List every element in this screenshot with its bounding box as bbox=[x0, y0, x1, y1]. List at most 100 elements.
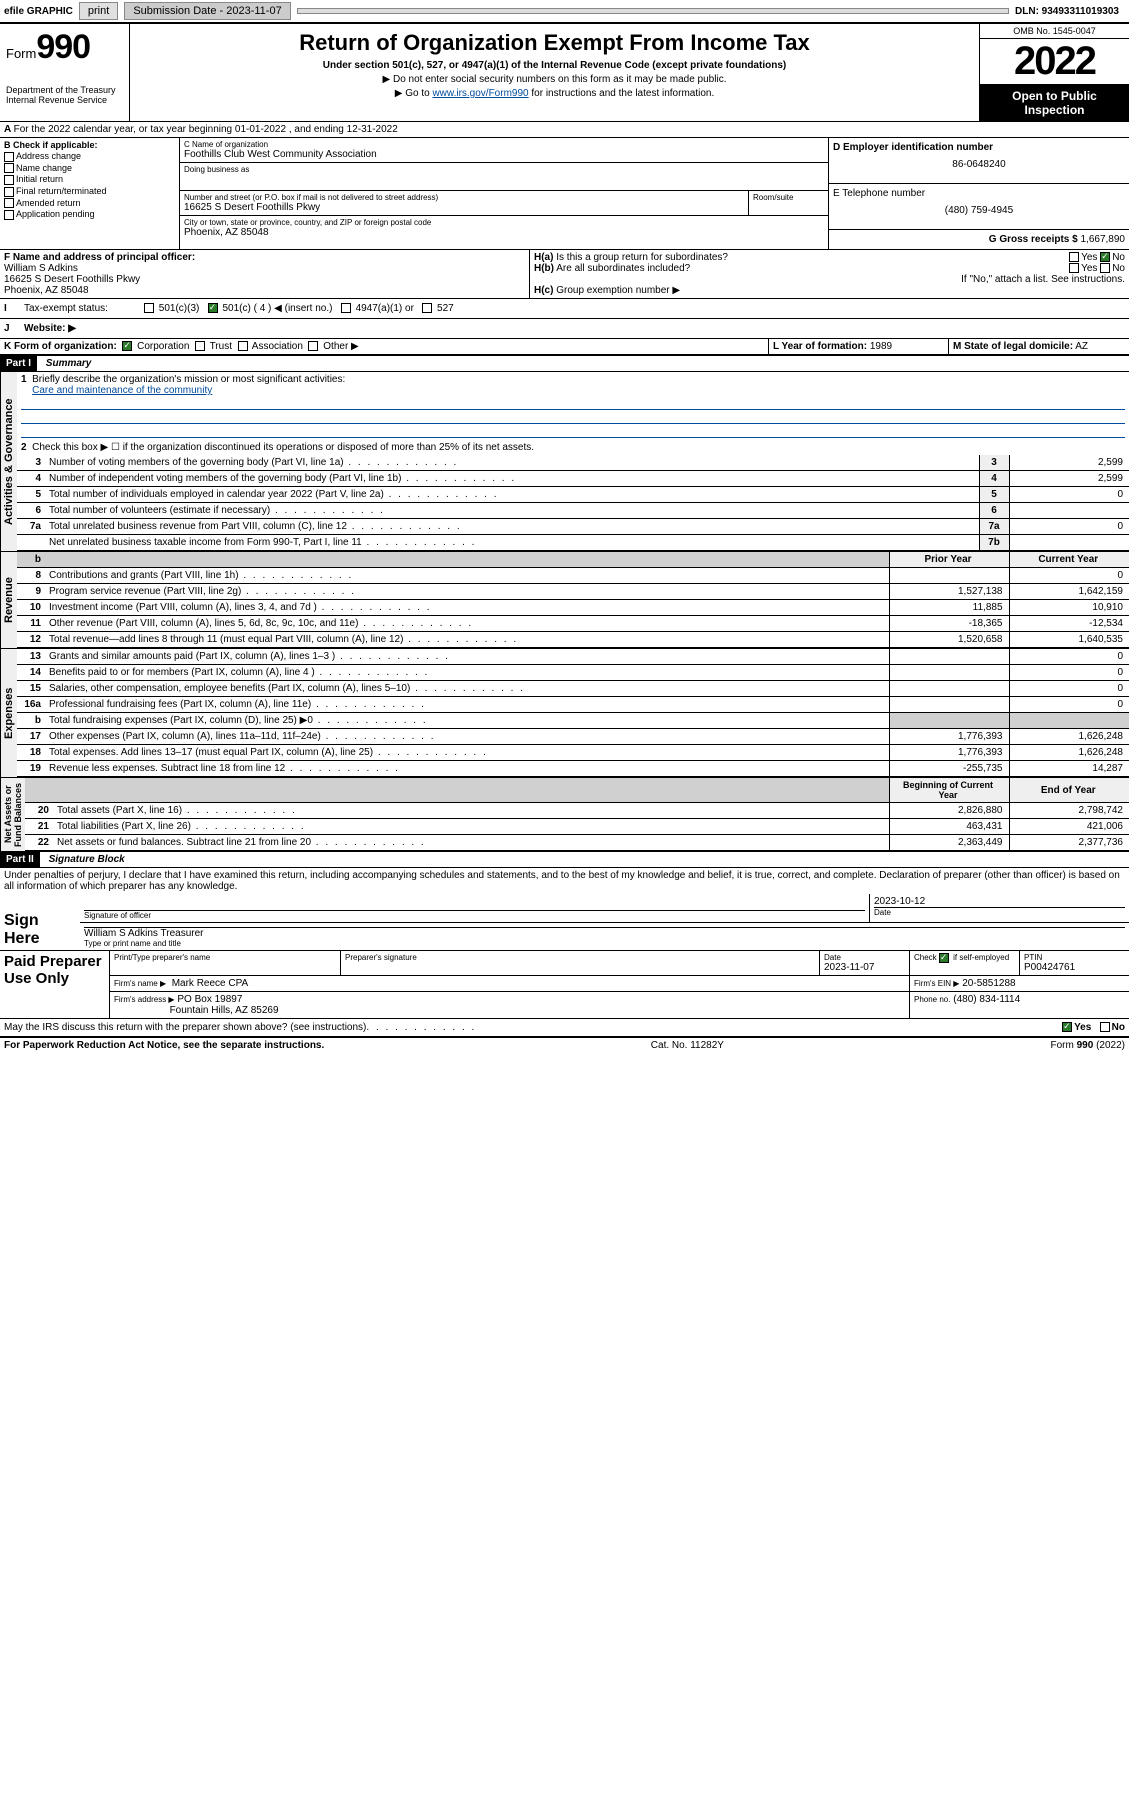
section-a-taxyear: A For the 2022 calendar year, or tax yea… bbox=[0, 122, 1129, 138]
table-row: 7aTotal unrelated business revenue from … bbox=[17, 519, 1129, 535]
org-name: Foothills Club West Community Associatio… bbox=[184, 149, 824, 160]
date-label: Date bbox=[874, 908, 1125, 917]
chk-501c[interactable] bbox=[208, 303, 218, 313]
city-label: City or town, state or province, country… bbox=[184, 218, 824, 227]
firm-addr2: Fountain Hills, AZ 85269 bbox=[170, 1005, 279, 1016]
tax-exempt-label: Tax-exempt status: bbox=[24, 303, 144, 314]
part1-body: Activities & Governance 1 Briefly descri… bbox=[0, 372, 1129, 551]
chk-other[interactable] bbox=[308, 341, 318, 351]
chk-name-change[interactable]: Name change bbox=[4, 163, 175, 174]
sig-officer-label: Signature of officer bbox=[84, 911, 865, 920]
tab-revenue: Revenue bbox=[0, 552, 17, 648]
table-row: 10Investment income (Part VIII, column (… bbox=[17, 600, 1129, 616]
discuss-question: May the IRS discuss this return with the… bbox=[4, 1022, 366, 1033]
part2-title: Signature Block bbox=[43, 854, 125, 865]
officer-printed: William S Adkins Treasurer bbox=[84, 928, 1125, 939]
tab-governance: Activities & Governance bbox=[0, 372, 17, 551]
table-row: 22Net assets or fund balances. Subtract … bbox=[25, 835, 1129, 851]
chk-address-change[interactable]: Address change bbox=[4, 151, 175, 162]
page-footer: For Paperwork Reduction Act Notice, see … bbox=[0, 1037, 1129, 1053]
dba-label: Doing business as bbox=[184, 165, 824, 174]
sign-here-block: Sign Here Signature of officer 2023-10-1… bbox=[0, 894, 1129, 951]
h-a: H(a) Is this a group return for subordin… bbox=[534, 252, 1125, 263]
table-row: 16aProfessional fundraising fees (Part I… bbox=[17, 697, 1129, 713]
part1-header: Part I bbox=[0, 356, 37, 371]
chk-amended[interactable]: Amended return bbox=[4, 198, 175, 209]
officer-addr2: Phoenix, AZ 85048 bbox=[4, 285, 89, 296]
table-row: 18Total expenses. Add lines 13–17 (must … bbox=[17, 745, 1129, 761]
chk-527[interactable] bbox=[422, 303, 432, 313]
table-row: 9Program service revenue (Part VIII, lin… bbox=[17, 584, 1129, 600]
ha-no[interactable] bbox=[1100, 252, 1110, 262]
chk-trust[interactable] bbox=[195, 341, 205, 351]
prep-sig-label: Preparer's signature bbox=[340, 951, 819, 975]
table-row: 17Other expenses (Part IX, column (A), l… bbox=[17, 729, 1129, 745]
chk-initial-return[interactable]: Initial return bbox=[4, 174, 175, 185]
ha-yes[interactable] bbox=[1069, 252, 1079, 262]
paid-preparer-block: Paid Preparer Use Only Print/Type prepar… bbox=[0, 951, 1129, 1019]
k-label: K Form of organization: bbox=[4, 341, 117, 352]
table-row: 19Revenue less expenses. Subtract line 1… bbox=[17, 761, 1129, 777]
f-label: F Name and address of principal officer: bbox=[4, 252, 195, 263]
addr-label: Number and street (or P.O. box if mail i… bbox=[184, 193, 744, 202]
top-bar: efile GRAPHIC print Submission Date - 20… bbox=[0, 0, 1129, 24]
firm-ein: 20-5851288 bbox=[962, 978, 1015, 989]
website-label: Website: ▶ bbox=[24, 323, 76, 334]
revenue-table: b Prior Year Current Year 8Contributions… bbox=[17, 552, 1129, 648]
form-header: Form990 Department of the Treasury Inter… bbox=[0, 24, 1129, 122]
discuss-yes[interactable] bbox=[1062, 1022, 1072, 1032]
table-row: bTotal fundraising expenses (Part IX, co… bbox=[17, 713, 1129, 729]
chk-assoc[interactable] bbox=[238, 341, 248, 351]
table-row: 3Number of voting members of the governi… bbox=[17, 455, 1129, 471]
chk-4947[interactable] bbox=[341, 303, 351, 313]
self-emp: Check if self-employed bbox=[909, 951, 1019, 975]
chk-app-pending[interactable]: Application pending bbox=[4, 209, 175, 220]
q2-label: Check this box ▶ ☐ if the organization d… bbox=[32, 442, 534, 453]
gross-value: 1,667,890 bbox=[1081, 234, 1126, 245]
q1-answer: Care and maintenance of the community bbox=[32, 385, 212, 396]
form990-link[interactable]: www.irs.gov/Form990 bbox=[432, 88, 528, 99]
officer-group-block: F Name and address of principal officer:… bbox=[0, 250, 1129, 299]
org-city: Phoenix, AZ 85048 bbox=[184, 227, 824, 238]
chk-final-return[interactable]: Final return/terminated bbox=[4, 186, 175, 197]
sign-here-label: Sign Here bbox=[0, 894, 80, 950]
sig-date: 2023-10-12 bbox=[874, 896, 1125, 907]
department: Department of the Treasury Internal Reve… bbox=[6, 85, 123, 105]
hb-yes[interactable] bbox=[1069, 263, 1079, 273]
cat-no: Cat. No. 11282Y bbox=[651, 1040, 724, 1051]
org-address: 16625 S Desert Foothills Pkwy bbox=[184, 202, 744, 213]
table-row: 12Total revenue—add lines 8 through 11 (… bbox=[17, 632, 1129, 648]
c-name-label: C Name of organization bbox=[184, 140, 824, 149]
table-row: 4Number of independent voting members of… bbox=[17, 471, 1129, 487]
section-b: B Check if applicable: Address change Na… bbox=[0, 138, 180, 249]
spacer bbox=[297, 8, 1009, 14]
officer-name: William S Adkins bbox=[4, 263, 78, 274]
room-label: Room/suite bbox=[753, 193, 824, 202]
chk-501c3[interactable] bbox=[144, 303, 154, 313]
k-l-m-row: K Form of organization: Corporation Trus… bbox=[0, 339, 1129, 355]
form-number: Form990 bbox=[6, 28, 123, 67]
print-button[interactable]: print bbox=[79, 2, 118, 20]
netassets-table: Beginning of Current Year End of Year 20… bbox=[25, 778, 1129, 851]
dln: DLN: 93493311019303 bbox=[1015, 6, 1119, 17]
hb-no[interactable] bbox=[1100, 263, 1110, 273]
discuss-no[interactable] bbox=[1100, 1022, 1110, 1032]
year-formation: 1989 bbox=[870, 341, 892, 352]
table-row: 8Contributions and grants (Part VIII, li… bbox=[17, 568, 1129, 584]
table-row: 11Other revenue (Part VIII, column (A), … bbox=[17, 616, 1129, 632]
pra-notice: For Paperwork Reduction Act Notice, see … bbox=[4, 1040, 324, 1051]
tax-year: 2022 bbox=[980, 39, 1129, 85]
org-info-block: B Check if applicable: Address change Na… bbox=[0, 138, 1129, 250]
hb-note: If "No," attach a list. See instructions… bbox=[534, 274, 1125, 285]
omb-number: OMB No. 1545-0047 bbox=[980, 24, 1129, 39]
prep-date: 2023-11-07 bbox=[824, 962, 905, 973]
ptin: P00424761 bbox=[1024, 962, 1125, 973]
table-row: 13Grants and similar amounts paid (Part … bbox=[17, 649, 1129, 665]
open-inspection: Open to Public Inspection bbox=[980, 85, 1129, 121]
h-c: H(c) Group exemption number ▶ bbox=[534, 285, 1125, 296]
h-b: H(b) Are all subordinates included? Yes … bbox=[534, 263, 1125, 274]
chk-corp[interactable] bbox=[122, 341, 132, 351]
table-row: Net unrelated business taxable income fr… bbox=[17, 535, 1129, 551]
chk-self-employed[interactable] bbox=[939, 953, 949, 963]
gross-label: G Gross receipts $ bbox=[989, 234, 1078, 245]
